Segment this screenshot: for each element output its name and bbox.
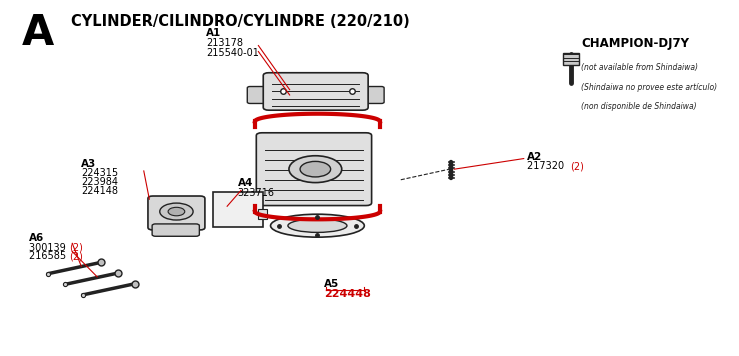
Text: 223984: 223984 [81,177,118,187]
Text: 213178: 213178 [206,38,243,48]
Bar [214,192,263,227]
Circle shape [160,203,193,220]
Text: 216585: 216585 [29,251,69,261]
Circle shape [300,161,330,177]
Text: 224315: 224315 [81,168,118,178]
FancyBboxPatch shape [248,87,273,104]
Text: A4: A4 [237,178,253,188]
Text: (2): (2) [69,251,84,261]
Text: A1: A1 [206,28,222,38]
Text: 323716: 323716 [237,188,275,198]
FancyBboxPatch shape [148,196,205,230]
Bar [259,209,268,219]
Text: A3: A3 [81,158,97,169]
FancyBboxPatch shape [152,224,200,236]
FancyBboxPatch shape [358,87,384,104]
Text: 217320: 217320 [526,161,567,171]
Text: 224148: 224148 [81,186,118,196]
Text: A6: A6 [29,233,44,243]
Text: (non disponible de Shindaiwa): (non disponible de Shindaiwa) [582,102,697,111]
Circle shape [168,207,185,216]
Text: A5: A5 [324,279,340,289]
FancyBboxPatch shape [263,73,368,110]
Text: (2): (2) [571,161,584,171]
Ellipse shape [288,219,347,232]
Text: CHAMPION-DJ7Y: CHAMPION-DJ7Y [582,37,689,50]
Circle shape [289,156,341,183]
Text: A: A [22,12,55,54]
Text: (not available from Shindaiwa): (not available from Shindaiwa) [582,63,698,72]
Text: 224448: 224448 [324,289,371,299]
Text: CYLINDER/CILINDRO/CYLINDRE (220/210): CYLINDER/CILINDRO/CYLINDRE (220/210) [71,14,409,29]
FancyBboxPatch shape [256,133,372,205]
Text: 215540-01: 215540-01 [206,48,259,58]
FancyBboxPatch shape [563,53,579,65]
Text: (Shindaiwa no provee este artículo): (Shindaiwa no provee este artículo) [582,83,718,91]
Text: A2: A2 [526,152,542,162]
Text: (2): (2) [69,243,84,253]
Ellipse shape [270,214,364,237]
Text: 300139: 300139 [29,243,69,253]
